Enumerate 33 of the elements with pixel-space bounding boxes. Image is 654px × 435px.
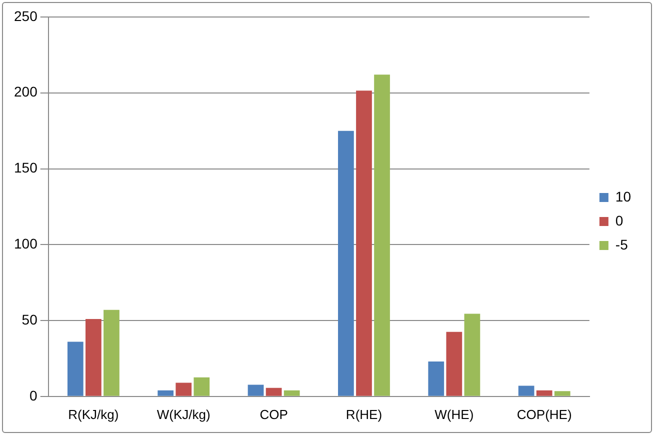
x-tick-label: R(KJ/kg) <box>68 406 119 422</box>
bar <box>194 377 210 396</box>
bar <box>266 388 282 396</box>
legend-label: 0 <box>615 212 624 228</box>
x-tick-label: W(HE) <box>434 406 474 422</box>
y-tick-label: 250 <box>14 8 38 24</box>
bar <box>518 386 534 396</box>
bar <box>176 382 192 396</box>
bar <box>248 384 264 396</box>
bar <box>464 314 480 396</box>
bar <box>67 342 84 396</box>
y-tick-label: 200 <box>14 84 38 100</box>
x-tick-label: COP <box>260 406 288 422</box>
legend-label: 10 <box>615 188 632 204</box>
y-tick-label: 0 <box>30 387 38 404</box>
x-tick-label: R(HE) <box>346 406 382 422</box>
y-tick-label: 50 <box>22 311 38 328</box>
x-tick-label: COP(HE) <box>516 406 572 422</box>
bar <box>86 319 102 396</box>
bar <box>284 390 300 396</box>
bar <box>554 391 570 396</box>
legend-label: -5 <box>615 236 628 252</box>
y-tick-label: 150 <box>14 160 38 176</box>
x-tick-label: W(KJ/kg) <box>156 406 210 422</box>
bar <box>536 390 552 396</box>
bar <box>428 361 444 396</box>
bar <box>356 90 372 396</box>
bar <box>338 130 354 396</box>
bar <box>374 74 390 396</box>
bar <box>104 310 120 396</box>
bar <box>446 332 462 396</box>
y-tick-label: 100 <box>14 236 38 252</box>
bar <box>158 390 174 396</box>
